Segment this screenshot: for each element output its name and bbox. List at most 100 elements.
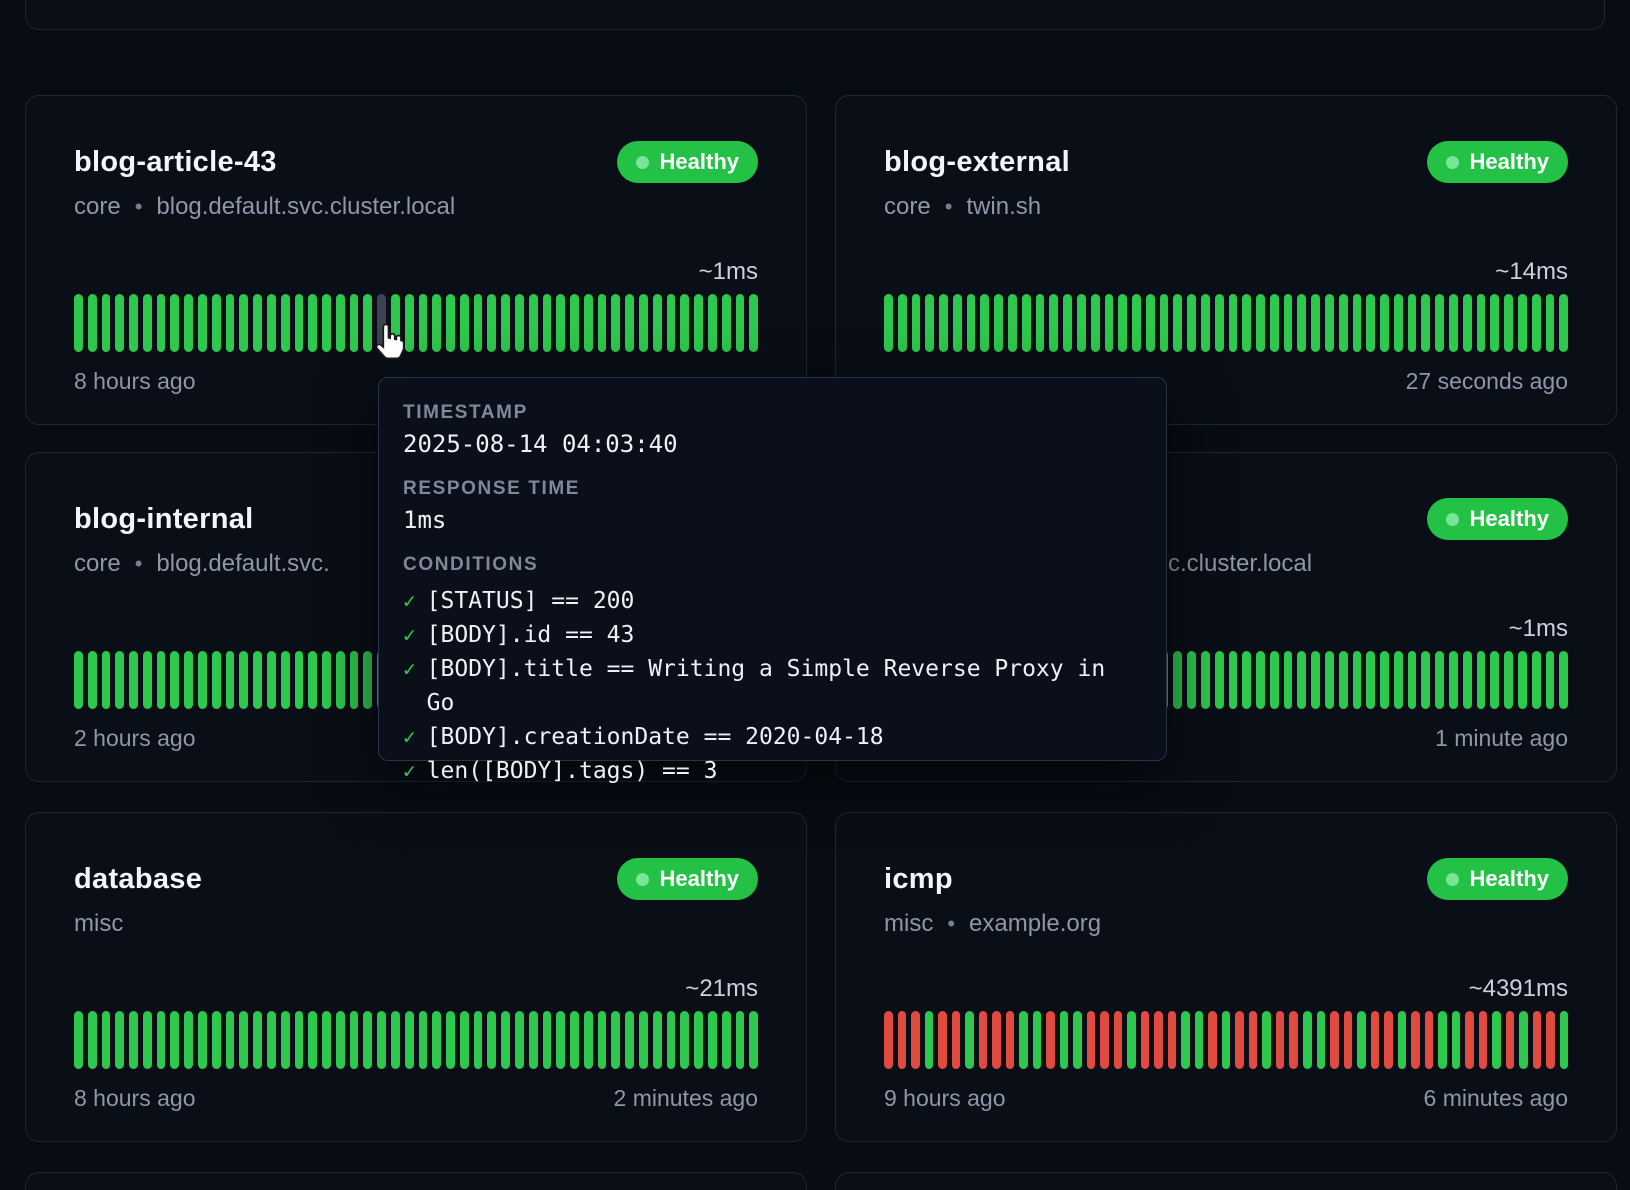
uptime-bar[interactable]	[1505, 1011, 1515, 1069]
uptime-bar[interactable]	[611, 1011, 621, 1069]
uptime-bar[interactable]	[473, 1011, 483, 1069]
uptime-bars[interactable]	[74, 294, 759, 352]
uptime-bar[interactable]	[198, 1011, 207, 1069]
uptime-bar[interactable]	[225, 1011, 235, 1069]
uptime-bar[interactable]	[1297, 651, 1307, 709]
uptime-bar[interactable]	[994, 294, 1004, 352]
uptime-bar[interactable]	[446, 294, 455, 352]
uptime-bar[interactable]	[1173, 294, 1183, 352]
uptime-bar[interactable]	[1370, 1011, 1380, 1069]
uptime-bar[interactable]	[225, 294, 235, 352]
uptime-bar[interactable]	[363, 1011, 373, 1069]
uptime-bar[interactable]	[253, 294, 262, 352]
uptime-bar[interactable]	[363, 651, 373, 709]
uptime-bar[interactable]	[239, 1011, 249, 1069]
uptime-bar[interactable]	[680, 1011, 690, 1069]
uptime-bar[interactable]	[1338, 651, 1348, 709]
uptime-bar[interactable]	[377, 1011, 386, 1069]
uptime-bar[interactable]	[1167, 1011, 1177, 1069]
uptime-bar[interactable]	[1449, 651, 1458, 709]
uptime-bar[interactable]	[966, 294, 976, 352]
uptime-bar[interactable]	[952, 294, 962, 352]
uptime-bar[interactable]	[1242, 294, 1252, 352]
uptime-bar[interactable]	[1173, 651, 1183, 709]
uptime-bar[interactable]	[1478, 1011, 1488, 1069]
uptime-bar[interactable]	[980, 294, 990, 352]
uptime-bar[interactable]	[1118, 294, 1128, 352]
uptime-bar[interactable]	[1338, 294, 1348, 352]
uptime-bar[interactable]	[1424, 1011, 1434, 1069]
uptime-bar[interactable]	[1316, 1011, 1326, 1069]
uptime-bar[interactable]	[129, 294, 138, 352]
uptime-bar[interactable]	[1421, 651, 1431, 709]
uptime-bar[interactable]	[1275, 1011, 1285, 1069]
uptime-bar[interactable]	[583, 1011, 593, 1069]
uptime-bar[interactable]	[418, 294, 428, 352]
uptime-bar[interactable]	[211, 651, 221, 709]
uptime-bar[interactable]	[1132, 294, 1141, 352]
uptime-bar[interactable]	[1100, 1011, 1109, 1069]
uptime-bar[interactable]	[1559, 651, 1569, 709]
uptime-bar[interactable]	[266, 651, 276, 709]
uptime-bar[interactable]	[418, 1011, 428, 1069]
uptime-bar[interactable]	[666, 294, 676, 352]
uptime-bar[interactable]	[322, 651, 331, 709]
uptime-bar[interactable]	[583, 294, 593, 352]
uptime-bar[interactable]	[707, 294, 717, 352]
uptime-bar[interactable]	[749, 1011, 759, 1069]
uptime-bar[interactable]	[1063, 294, 1072, 352]
uptime-bar[interactable]	[115, 1011, 125, 1069]
uptime-bar[interactable]	[1490, 651, 1500, 709]
uptime-bars[interactable]	[884, 1011, 1569, 1069]
uptime-bar[interactable]	[694, 294, 703, 352]
uptime-bar[interactable]	[1311, 651, 1320, 709]
uptime-bar[interactable]	[951, 1011, 961, 1069]
uptime-bar[interactable]	[1200, 651, 1210, 709]
uptime-bar[interactable]	[1492, 1011, 1501, 1069]
uptime-bar[interactable]	[142, 294, 152, 352]
uptime-bar[interactable]	[266, 294, 276, 352]
uptime-bar[interactable]	[349, 294, 359, 352]
uptime-bar[interactable]	[1076, 294, 1086, 352]
uptime-bar[interactable]	[528, 1011, 538, 1069]
endpoint-card-blog-article-43[interactable]: blog-article-43 Healthy core • blog.defa…	[25, 95, 807, 425]
uptime-bar[interactable]	[1325, 651, 1334, 709]
uptime-bar[interactable]	[1283, 651, 1293, 709]
uptime-bar[interactable]	[1352, 651, 1362, 709]
uptime-bar[interactable]	[924, 1011, 934, 1069]
uptime-bar[interactable]	[1104, 294, 1114, 352]
uptime-bar[interactable]	[87, 651, 97, 709]
uptime-bar[interactable]	[1242, 651, 1252, 709]
partial-card-below-right[interactable]	[835, 1172, 1617, 1190]
uptime-bar[interactable]	[170, 1011, 180, 1069]
uptime-bar[interactable]	[597, 1011, 607, 1069]
uptime-bar[interactable]	[1330, 1011, 1339, 1069]
uptime-bar[interactable]	[1214, 651, 1224, 709]
uptime-bar[interactable]	[1159, 294, 1169, 352]
uptime-bar[interactable]	[965, 1011, 974, 1069]
uptime-bar[interactable]	[170, 651, 180, 709]
uptime-bar[interactable]	[1248, 1011, 1258, 1069]
uptime-bar[interactable]	[404, 294, 414, 352]
uptime-bar[interactable]	[625, 1011, 635, 1069]
uptime-bar[interactable]	[1343, 1011, 1353, 1069]
uptime-bar[interactable]	[87, 294, 97, 352]
uptime-bar[interactable]	[280, 294, 290, 352]
uptime-bar[interactable]	[1046, 1011, 1055, 1069]
uptime-bar[interactable]	[639, 294, 648, 352]
uptime-bar[interactable]	[1393, 651, 1403, 709]
uptime-bar[interactable]	[280, 1011, 290, 1069]
uptime-bar[interactable]	[1465, 1011, 1474, 1069]
uptime-bars[interactable]	[74, 1011, 759, 1069]
uptime-bar[interactable]	[1235, 1011, 1244, 1069]
uptime-bar[interactable]	[198, 294, 207, 352]
uptime-bar[interactable]	[198, 651, 207, 709]
uptime-bar[interactable]	[1283, 294, 1293, 352]
uptime-bar[interactable]	[666, 1011, 676, 1069]
uptime-bar[interactable]	[390, 1011, 400, 1069]
uptime-bar[interactable]	[1228, 294, 1238, 352]
uptime-bar[interactable]	[1221, 1011, 1231, 1069]
uptime-bar[interactable]	[322, 294, 331, 352]
uptime-bar[interactable]	[911, 1011, 920, 1069]
uptime-bar[interactable]	[1228, 651, 1238, 709]
